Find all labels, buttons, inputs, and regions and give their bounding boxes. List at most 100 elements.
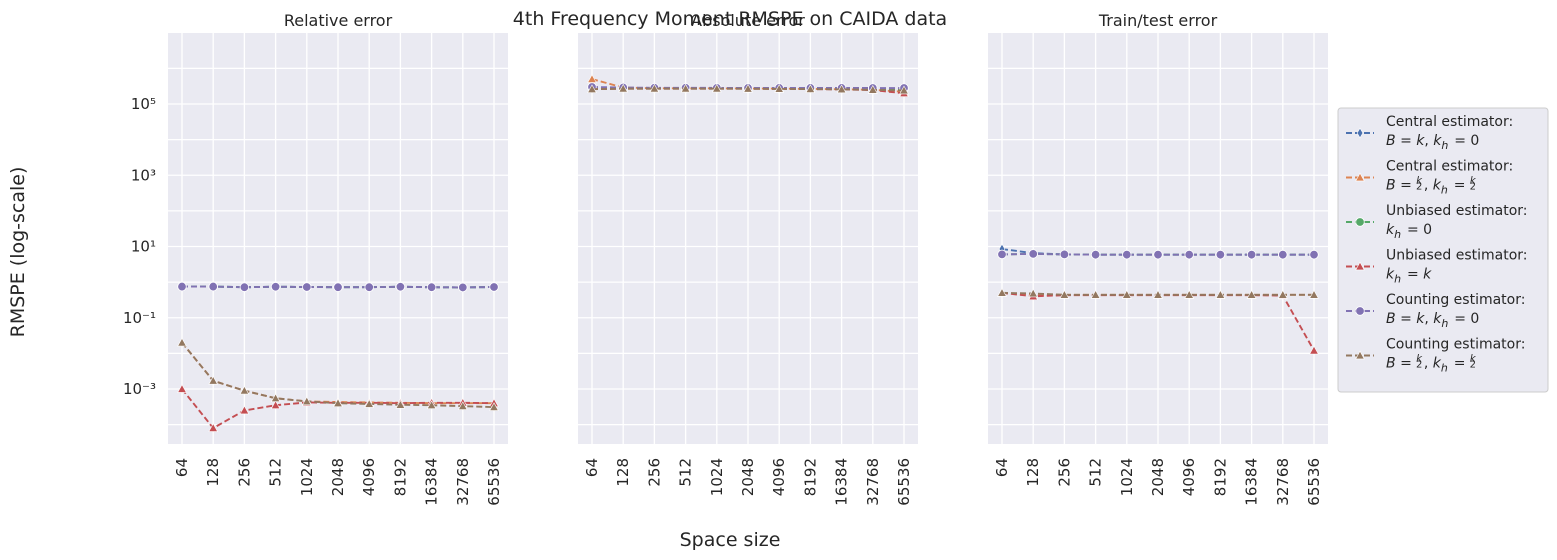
x-axis-label: Space size xyxy=(680,529,781,551)
x-tick-label: 512 xyxy=(267,458,285,487)
data-point xyxy=(1278,249,1288,260)
panel-1: 64 128 256 512 1024 2048 4096 8192 16384 32768 655… xyxy=(123,11,508,506)
data-point xyxy=(395,282,406,292)
data-point xyxy=(333,282,343,292)
x-tick-label: 64 xyxy=(993,458,1011,477)
data-point xyxy=(680,83,691,93)
data-point xyxy=(997,249,1007,260)
legend-label-math: B = k, kh = 0 xyxy=(1386,133,1479,152)
data-point xyxy=(743,83,753,93)
data-point xyxy=(836,84,847,94)
data-point xyxy=(489,402,499,411)
x-tick-label: 32768 xyxy=(1274,458,1292,506)
x-tick-label: 128 xyxy=(1024,458,1042,487)
series-5 xyxy=(177,281,499,293)
data-point xyxy=(239,282,250,292)
x-tick-label: 16384 xyxy=(1243,458,1261,506)
legend-label-math: B = k, kh = 0 xyxy=(1386,311,1479,330)
x-tick-label: 256 xyxy=(645,458,663,487)
data-point xyxy=(457,401,468,410)
x-tick-label: 4096 xyxy=(1180,458,1198,496)
legend-marker xyxy=(1356,127,1364,139)
data-point xyxy=(1309,289,1319,299)
data-point xyxy=(1184,289,1195,299)
data-point xyxy=(1277,289,1288,299)
panel-title: Train/test error xyxy=(1098,11,1218,30)
data-point xyxy=(302,282,312,292)
legend-entry-3: Unbiased estimator: kh = 0 xyxy=(1346,203,1528,241)
x-tick-label: 512 xyxy=(1087,458,1105,487)
data-point xyxy=(426,400,437,409)
data-point xyxy=(364,399,375,408)
data-point xyxy=(177,337,187,347)
data-point xyxy=(301,396,312,406)
data-point xyxy=(239,385,250,395)
x-tick-label: 65536 xyxy=(485,458,503,506)
legend-label-math: kh = k xyxy=(1386,267,1432,286)
x-tick-label: 1024 xyxy=(298,458,316,496)
x-tick-label: 2048 xyxy=(329,458,347,496)
x-tick-label: 8192 xyxy=(801,458,819,496)
data-point xyxy=(774,84,785,93)
data-point xyxy=(1122,249,1132,260)
legend-box xyxy=(1337,107,1549,393)
series-5 xyxy=(997,249,1319,260)
panel-title: Absolute error xyxy=(691,11,805,30)
data-point xyxy=(1090,249,1101,260)
x-tick-label: 2048 xyxy=(739,458,757,496)
data-point xyxy=(208,375,219,385)
x-tick-label: 32768 xyxy=(454,458,472,506)
legend-marker xyxy=(1355,217,1365,227)
legend-entry-1: Central estimator: B = k, kh = 0 xyxy=(1346,114,1513,152)
x-tick-label: 16384 xyxy=(423,458,441,506)
legend-marker xyxy=(1355,350,1365,360)
y-tick-label: 10⁵ xyxy=(131,95,156,113)
data-point xyxy=(1028,249,1038,259)
data-point xyxy=(395,399,406,409)
data-point xyxy=(1059,249,1070,260)
data-point xyxy=(426,282,437,292)
legend-marker xyxy=(1355,172,1365,182)
x-tick-label: 1024 xyxy=(708,458,726,496)
data-point xyxy=(587,84,597,93)
x-tick-label: 256 xyxy=(235,458,253,487)
x-tick-label: 512 xyxy=(677,458,695,487)
x-tick-label: 1024 xyxy=(1118,458,1136,496)
data-point xyxy=(270,282,281,292)
data-point xyxy=(270,393,281,402)
data-point xyxy=(208,281,218,292)
data-point xyxy=(1215,249,1226,260)
data-point xyxy=(805,84,816,93)
data-point xyxy=(333,398,343,407)
x-tick-label: 128 xyxy=(614,458,632,487)
y-tick-label: 10⁻¹ xyxy=(123,309,156,327)
figure-title: 4th Frequency Moment RMSPE on CAIDA data xyxy=(513,8,947,30)
x-tick-label: 4096 xyxy=(360,458,378,496)
x-tick-label: 64 xyxy=(173,458,191,477)
data-point xyxy=(1215,289,1226,299)
panel-3: 64 128 256 512 1024 2048 4096 8192 16384 32768 655… xyxy=(988,11,1328,506)
series-6 xyxy=(587,83,909,95)
data-point xyxy=(239,405,250,415)
panel-title: Relative error xyxy=(284,11,393,30)
legend-entry-5: Counting estimator: B = k, kh = 0 xyxy=(1346,292,1525,330)
y-tick-label: 10⁻³ xyxy=(123,380,156,398)
data-point xyxy=(997,287,1007,297)
data-point xyxy=(458,282,468,293)
data-point xyxy=(1184,249,1194,260)
x-tick-label: 65536 xyxy=(1305,458,1323,506)
y-tick-label: 10¹ xyxy=(131,238,156,256)
legend-label: Counting estimator: xyxy=(1386,292,1525,308)
data-point xyxy=(1121,289,1132,299)
legend-label: Counting estimator: xyxy=(1386,337,1525,353)
x-tick-label: 128 xyxy=(204,458,222,487)
data-point xyxy=(489,282,499,292)
legend-label: Central estimator: xyxy=(1386,114,1513,130)
legend-label-math: kh = 0 xyxy=(1386,222,1432,241)
x-tick-label: 32768 xyxy=(864,458,882,506)
